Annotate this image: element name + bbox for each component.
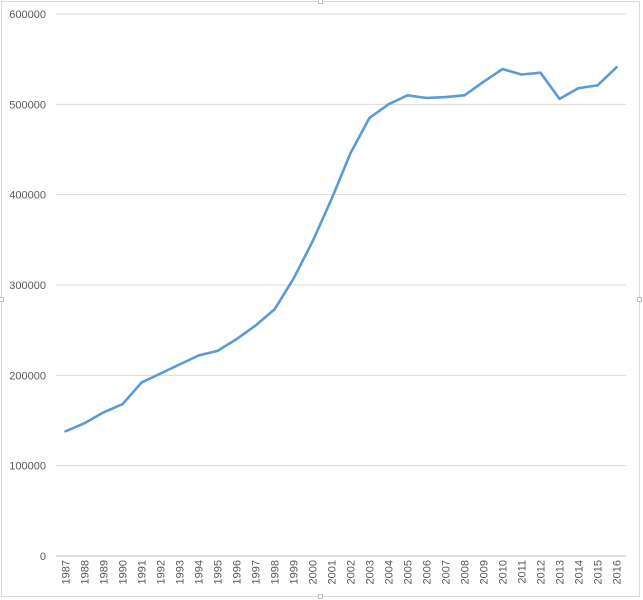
series-line[interactable] bbox=[64, 66, 618, 433]
x-tick-label: 2014 bbox=[574, 560, 586, 584]
data-point[interactable] bbox=[520, 73, 523, 76]
data-point[interactable] bbox=[140, 381, 143, 384]
data-point[interactable] bbox=[558, 97, 561, 101]
data-point[interactable] bbox=[254, 324, 257, 327]
data-point[interactable] bbox=[216, 349, 219, 353]
x-tick-label: 1992 bbox=[156, 560, 168, 584]
y-tick-label: 100000 bbox=[9, 461, 46, 473]
x-tick-label: 2000 bbox=[308, 560, 320, 584]
x-tick-label: 2013 bbox=[555, 560, 567, 584]
x-tick-label: 1988 bbox=[80, 560, 92, 584]
x-tick-label: 1999 bbox=[289, 560, 301, 584]
y-tick-label: 0 bbox=[40, 551, 46, 563]
y-tick-label: 500000 bbox=[9, 99, 46, 111]
data-point[interactable] bbox=[235, 338, 238, 341]
data-point[interactable] bbox=[368, 116, 371, 120]
data-point[interactable] bbox=[273, 308, 276, 311]
x-tick-label: 2004 bbox=[384, 560, 396, 584]
x-tick-label: 2015 bbox=[593, 560, 605, 584]
data-point[interactable] bbox=[406, 94, 409, 97]
data-point[interactable] bbox=[159, 372, 162, 375]
gridlines bbox=[56, 13, 626, 557]
data-point[interactable] bbox=[311, 240, 314, 243]
x-tick-label: 1995 bbox=[213, 560, 225, 584]
x-tick-label: 2008 bbox=[460, 560, 472, 584]
x-tick-label: 2012 bbox=[536, 560, 548, 584]
x-tick-label: 1989 bbox=[99, 560, 111, 584]
x-tick-label: 2001 bbox=[327, 560, 339, 584]
x-tick-label: 2007 bbox=[441, 560, 453, 584]
data-point[interactable] bbox=[197, 354, 200, 357]
x-tick-label: 1987 bbox=[61, 560, 73, 584]
data-point[interactable] bbox=[83, 422, 86, 425]
x-tick-label: 1996 bbox=[232, 560, 244, 584]
series-layer bbox=[64, 66, 618, 433]
data-point[interactable] bbox=[178, 363, 181, 366]
y-tick-label: 600000 bbox=[9, 9, 46, 21]
data-point[interactable] bbox=[482, 80, 485, 83]
resize-handle-right[interactable] bbox=[637, 297, 642, 302]
data-point[interactable] bbox=[501, 67, 504, 71]
data-point[interactable] bbox=[596, 84, 599, 87]
x-axis-tick-labels: 1987 1988 1989 1990 1991 1992 1993 1994 1995 1996… bbox=[61, 560, 624, 584]
data-point[interactable] bbox=[539, 71, 542, 74]
resize-handle-top[interactable] bbox=[318, 0, 323, 4]
data-point[interactable] bbox=[577, 86, 580, 90]
data-point[interactable] bbox=[425, 96, 428, 100]
data-point[interactable] bbox=[102, 411, 105, 414]
x-tick-label: 2002 bbox=[346, 560, 358, 584]
data-point[interactable] bbox=[64, 430, 67, 433]
data-point[interactable] bbox=[330, 197, 333, 201]
data-point[interactable] bbox=[349, 151, 352, 155]
x-tick-label: 1991 bbox=[137, 560, 149, 584]
data-point[interactable] bbox=[387, 103, 390, 106]
x-tick-label: 1990 bbox=[118, 560, 130, 584]
x-tick-label: 2005 bbox=[403, 560, 415, 584]
x-tick-label: 1993 bbox=[175, 560, 187, 584]
resize-handle-left[interactable] bbox=[0, 297, 4, 302]
resize-handle-bottom[interactable] bbox=[318, 594, 323, 599]
x-tick-label: 1998 bbox=[270, 560, 282, 584]
y-tick-label: 200000 bbox=[9, 370, 46, 382]
data-point[interactable] bbox=[292, 277, 295, 280]
y-axis-tick-labels: 0 100000 200000 300000 400000 500000 600000 bbox=[9, 9, 46, 563]
x-tick-label: 2010 bbox=[498, 560, 510, 584]
x-tick-label: 2003 bbox=[365, 560, 377, 584]
x-tick-label: 2006 bbox=[422, 560, 434, 584]
y-tick-label: 400000 bbox=[9, 190, 46, 202]
y-tick-label: 300000 bbox=[9, 280, 46, 292]
x-tick-label: 2009 bbox=[479, 560, 491, 584]
data-point[interactable] bbox=[121, 403, 124, 406]
data-point[interactable] bbox=[444, 95, 447, 99]
data-point[interactable] bbox=[615, 66, 618, 69]
data-point[interactable] bbox=[463, 94, 466, 97]
x-tick-label: 2016 bbox=[612, 560, 624, 584]
x-tick-label: 2011 bbox=[517, 560, 529, 584]
x-tick-label: 1994 bbox=[194, 560, 206, 584]
x-tick-label: 1997 bbox=[251, 560, 263, 584]
